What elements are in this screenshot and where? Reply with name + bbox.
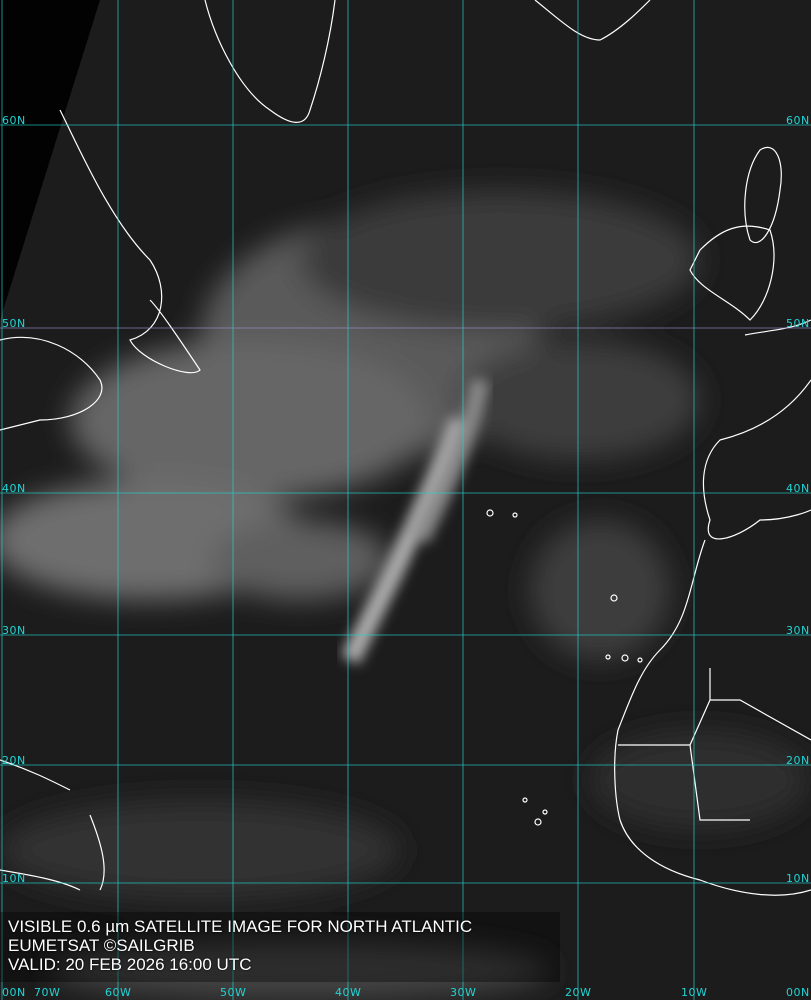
lon-label-60w: 60W <box>105 986 132 999</box>
lat-label-00n: 00N <box>2 986 26 999</box>
lon-label-10w: 10W <box>681 986 708 999</box>
lat-label-50n-right: 50N <box>786 317 810 330</box>
lon-label-70w: 70W <box>34 986 61 999</box>
caption-source: EUMETSAT ©SAILGRIB <box>8 936 195 955</box>
lat-label-20n: 20N <box>2 754 26 767</box>
lat-label-30n-right: 30N <box>786 624 810 637</box>
lat-label-20n-right: 20N <box>786 754 810 767</box>
lat-label-10n-right: 10N <box>786 872 810 885</box>
lon-label-30w: 30W <box>450 986 477 999</box>
lat-label-30n: 30N <box>2 624 26 637</box>
lat-label-10n: 10N <box>2 872 26 885</box>
caption-background <box>0 912 560 982</box>
caption-title: VISIBLE 0.6 µm SATELLITE IMAGE FOR NORTH… <box>8 917 473 936</box>
cloud-band <box>341 378 489 665</box>
lon-label-20w: 20W <box>565 986 592 999</box>
lat-label-40n: 40N <box>2 482 26 495</box>
lon-label-40w: 40W <box>335 986 362 999</box>
lat-label-60n-right: 60N <box>786 114 810 127</box>
cloud-mass <box>0 190 810 1000</box>
lat-label-60n: 60N <box>2 114 26 127</box>
lat-label-00n-right: 00N <box>786 986 810 999</box>
coastlines <box>0 0 811 896</box>
caption-valid-time: VALID: 20 FEB 2026 16:00 UTC <box>8 955 252 974</box>
lon-label-50w: 50W <box>220 986 247 999</box>
lat-label-50n: 50N <box>2 317 26 330</box>
lat-label-40n-right: 40N <box>786 482 810 495</box>
image-caption: VISIBLE 0.6 µm SATELLITE IMAGE FOR NORTH… <box>8 917 472 974</box>
